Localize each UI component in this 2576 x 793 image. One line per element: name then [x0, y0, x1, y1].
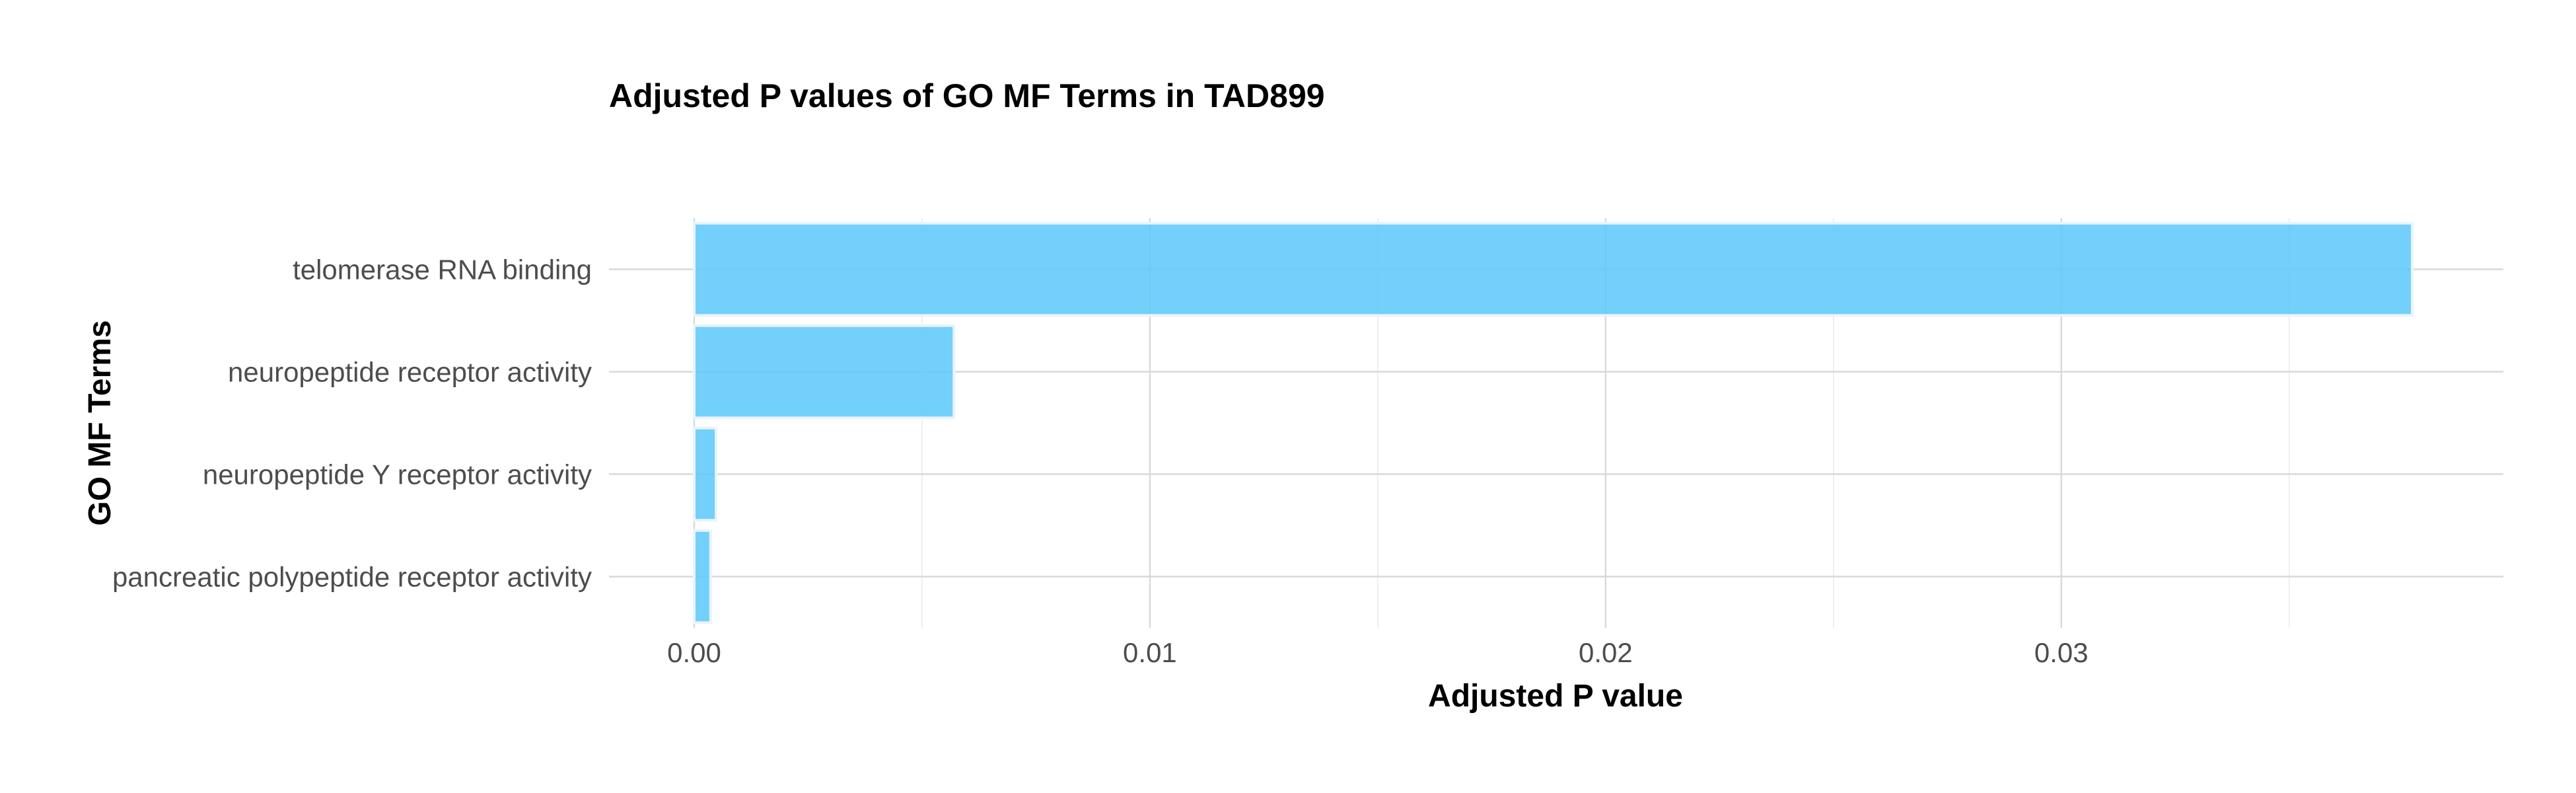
x-tick-label: 0.03 [2034, 637, 2089, 668]
bar [693, 529, 712, 624]
chart-title: Adjusted P values of GO MF Terms in TAD8… [609, 77, 1325, 114]
y-tick-label: neuropeptide receptor activity [228, 357, 592, 388]
bar [693, 426, 718, 522]
y-axis-title: GO MF Terms [83, 320, 118, 525]
x-tick-label: 0.02 [1579, 637, 1633, 668]
tick-labels: telomerase RNA binding neuropeptide recep… [112, 254, 2089, 669]
bar [693, 221, 2414, 317]
bar [693, 324, 956, 420]
y-tick-label: telomerase RNA binding [293, 254, 592, 285]
y-tick-label: pancreatic polypeptide receptor activity [112, 562, 592, 593]
y-tick-label: neuropeptide Y receptor activity [203, 459, 592, 490]
x-tick-label: 0.00 [667, 637, 721, 668]
x-tick-label: 0.01 [1123, 637, 1177, 668]
x-axis-title: Adjusted P value [1428, 679, 1683, 714]
bars [693, 221, 2414, 624]
